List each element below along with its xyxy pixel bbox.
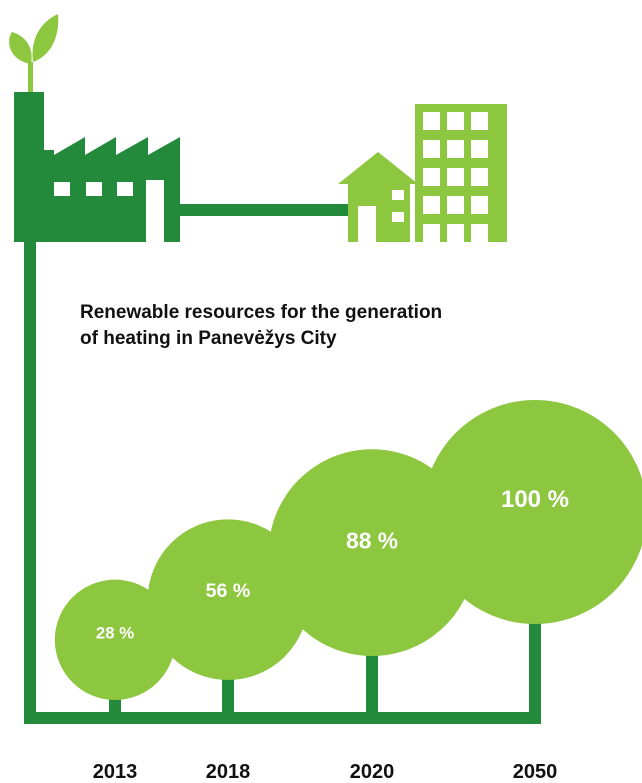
leaf: [9, 14, 58, 92]
page: {"chart_data": {"type": "bubble", "title…: [0, 0, 642, 783]
baseline: [24, 712, 541, 724]
x-tick-label: 2020: [350, 761, 395, 783]
house: [338, 152, 418, 242]
value-label: 100 %: [501, 486, 569, 513]
infographic: Renewable resources for the generation o…: [0, 0, 642, 783]
chart-subtitle: of heating in Panevėžys City: [80, 328, 337, 349]
plot: 28 % 2013 56 % 2018 88 % 2020 100 % 2050: [24, 400, 642, 783]
x-tick-label: 2013: [93, 761, 138, 783]
stem: [366, 652, 378, 718]
value-label: 56 %: [206, 580, 251, 602]
value-label: 88 %: [346, 527, 398, 553]
stem: [222, 676, 234, 718]
x-tick-label: 2050: [513, 761, 558, 783]
building: [415, 104, 507, 242]
value-label: 28 %: [96, 623, 134, 642]
x-tick-label: 2018: [206, 761, 251, 783]
stem: [529, 620, 541, 718]
chart-title: Renewable resources for the generation: [80, 302, 442, 323]
